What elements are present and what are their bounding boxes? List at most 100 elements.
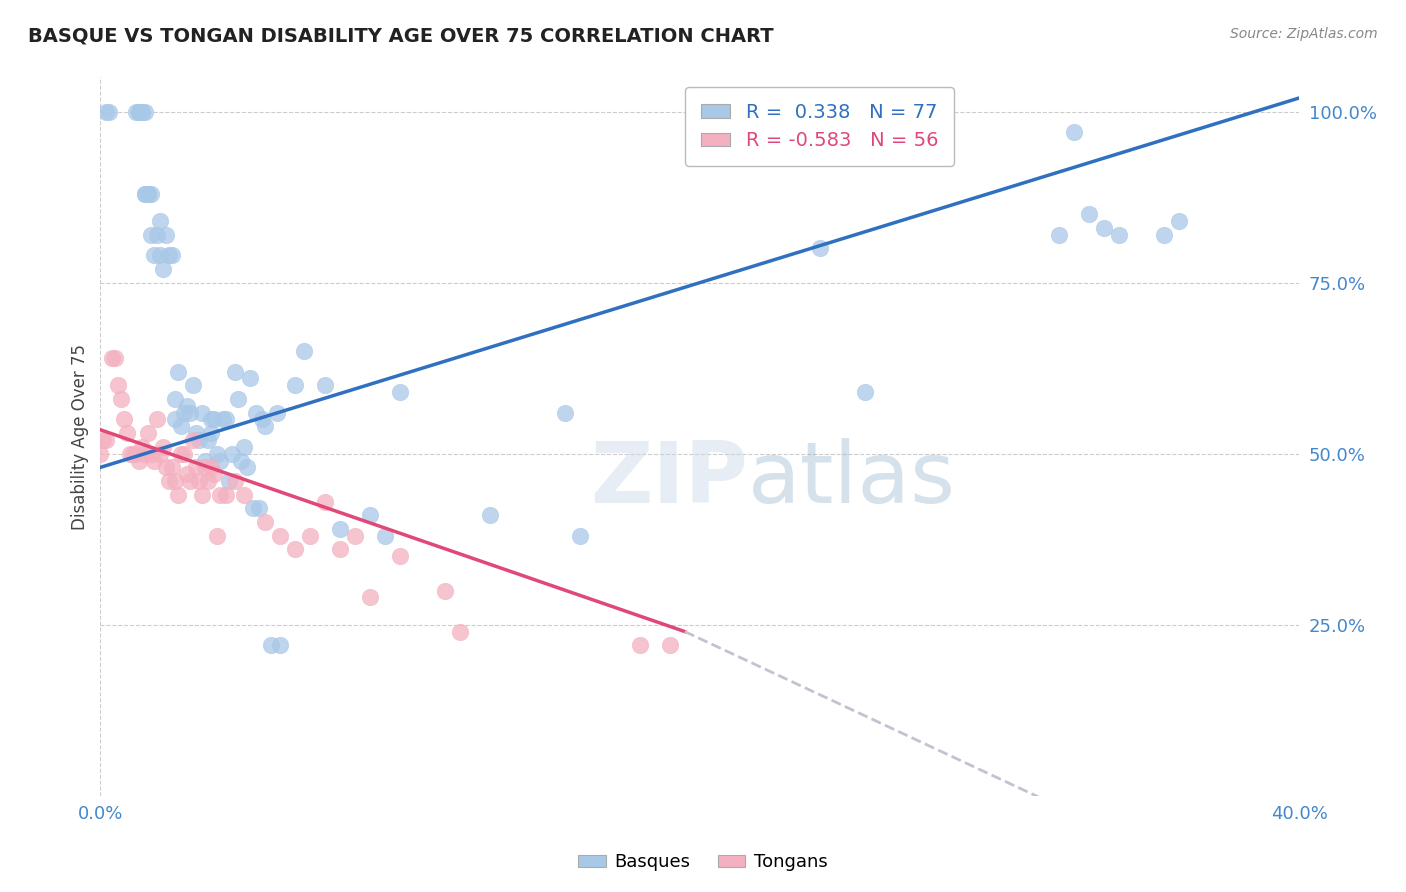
Point [165,392,187,406]
Point [292,344,315,359]
Point [200,412,222,426]
Point [134,104,156,119]
Point [143,453,166,467]
Point [269,638,291,652]
Point [157,474,180,488]
Point [554,406,576,420]
Legend: Basques, Tongans: Basques, Tongans [571,847,835,879]
Point [329,522,352,536]
Point [359,508,381,523]
Point [191,488,214,502]
Point [167,488,190,502]
Point [176,467,198,482]
Point [194,460,217,475]
Point [247,501,270,516]
Point [254,515,277,529]
Point [149,447,172,461]
Point [299,529,322,543]
Point [173,447,195,461]
Point [104,351,127,365]
Point [233,488,256,502]
Point [218,474,240,488]
Point [269,529,291,543]
Point [131,104,153,119]
Point [853,385,876,400]
Point [242,501,264,516]
Point [233,440,256,454]
Point [478,508,501,523]
Point [117,426,139,441]
Point [568,529,591,543]
Point [236,460,259,475]
Point [181,433,204,447]
Point [254,419,277,434]
Legend: R =  0.338   N = 77, R = -0.583   N = 56: R = 0.338 N = 77, R = -0.583 N = 56 [686,87,953,166]
Point [170,447,193,461]
Point [141,447,163,461]
Point [202,467,225,482]
Point [314,494,336,508]
Y-axis label: Disability Age Over 75: Disability Age Over 75 [72,343,89,530]
Point [207,447,229,461]
Point [449,624,471,639]
Point [152,262,174,277]
Point [167,365,190,379]
Point [245,406,267,420]
Point [434,583,457,598]
Point [231,453,253,467]
Point [181,378,204,392]
Point [260,638,283,652]
Point [284,542,307,557]
Point [344,529,367,543]
Point [101,351,124,365]
Point [155,460,177,475]
Point [200,460,222,475]
Point [212,412,235,426]
Point [134,447,156,461]
Point [96,104,118,119]
Point [128,104,150,119]
Point [125,447,148,461]
Point [209,453,232,467]
Point [221,447,243,461]
Point [389,385,412,400]
Point [389,549,412,564]
Point [1049,227,1071,242]
Point [628,638,651,652]
Point [176,399,198,413]
Point [1078,207,1101,221]
Point [209,488,232,502]
Point [134,186,156,201]
Point [374,529,396,543]
Point [107,378,129,392]
Text: ZIP: ZIP [591,438,748,521]
Point [1108,227,1130,242]
Point [207,529,229,543]
Point [162,248,184,262]
Point [197,433,219,447]
Point [239,371,262,385]
Point [808,242,831,256]
Point [93,433,115,447]
Point [131,440,153,454]
Point [110,392,132,406]
Point [155,227,177,242]
Point [128,453,150,467]
Point [146,412,169,426]
Point [197,474,219,488]
Point [224,474,246,488]
Point [136,186,159,201]
Point [141,227,163,242]
Point [202,412,225,426]
Point [134,186,156,201]
Point [122,447,145,461]
Point [314,378,336,392]
Point [194,453,217,467]
Point [157,248,180,262]
Point [359,591,381,605]
Point [658,638,681,652]
Text: BASQUE VS TONGAN DISABILITY AGE OVER 75 CORRELATION CHART: BASQUE VS TONGAN DISABILITY AGE OVER 75 … [28,27,773,45]
Point [1153,227,1175,242]
Point [136,186,159,201]
Point [215,412,238,426]
